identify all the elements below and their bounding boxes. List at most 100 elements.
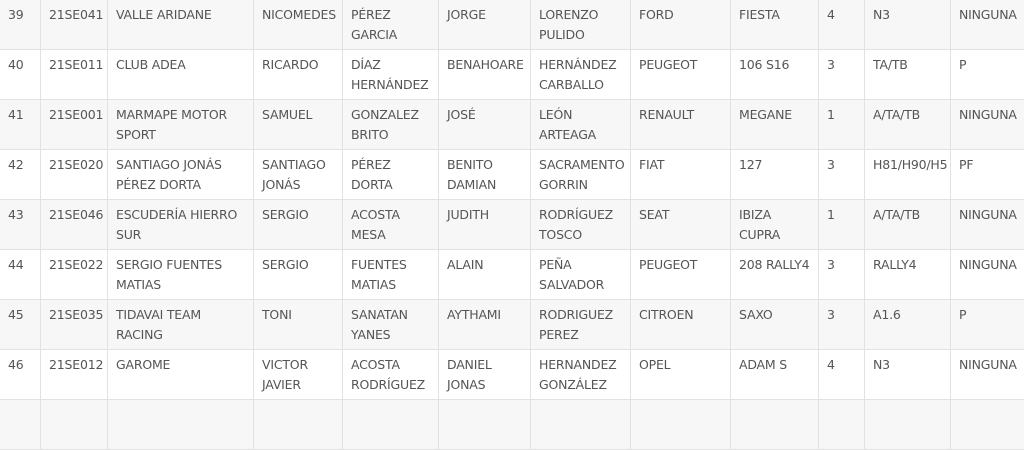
cell-group: 4: [819, 0, 865, 50]
cell-driver-first-name: SERGIO: [254, 200, 343, 250]
cell-codriver-last-name: HERNÁNDEZ CARBALLO: [531, 50, 631, 100]
cell-team-name: TIDAVAI TEAM RACING: [108, 300, 254, 350]
cell-entry-code: 21SE041: [41, 0, 108, 50]
cell-team-name: ESCUDERÍA HIERRO SUR: [108, 200, 254, 250]
cell-empty: [0, 400, 41, 450]
cell-group: 3: [819, 250, 865, 300]
cell-car-model: 106 S16: [731, 50, 819, 100]
cell-driver-first-name: RICARDO: [254, 50, 343, 100]
cell-group: 1: [819, 100, 865, 150]
cell-car-make: OPEL: [631, 350, 731, 400]
cell-car-make: FIAT: [631, 150, 731, 200]
cell-empty: [951, 400, 1024, 450]
cell-row-number: 41: [0, 100, 41, 150]
cell-empty: [631, 400, 731, 450]
cell-entry-code: 21SE001: [41, 100, 108, 150]
table-row-partial: [0, 400, 1024, 450]
cell-codriver-last-name: RODRÍGUEZ TOSCO: [531, 200, 631, 250]
cell-class: A/TA/TB: [865, 200, 951, 250]
cell-team-name: SANTIAGO JONÁS PÉREZ DORTA: [108, 150, 254, 200]
cell-car-make: RENAULT: [631, 100, 731, 150]
cell-car-model: FIESTA: [731, 0, 819, 50]
cell-driver-first-name: SANTIAGO JONÁS: [254, 150, 343, 200]
cell-class: TA/TB: [865, 50, 951, 100]
cell-category: PF: [951, 150, 1024, 200]
cell-codriver-last-name: PEÑA SALVADOR: [531, 250, 631, 300]
cell-group: 3: [819, 50, 865, 100]
cell-car-make: SEAT: [631, 200, 731, 250]
cell-driver-first-name: TONI: [254, 300, 343, 350]
cell-driver-last-name: PÉREZ DORTA: [343, 150, 439, 200]
cell-row-number: 42: [0, 150, 41, 200]
cell-codriver-first-name: BENAHOARE: [439, 50, 531, 100]
cell-car-model: IBIZA CUPRA: [731, 200, 819, 250]
cell-car-model: 127: [731, 150, 819, 200]
cell-category: NINGUNA: [951, 250, 1024, 300]
cell-class: N3: [865, 0, 951, 50]
cell-entry-code: 21SE020: [41, 150, 108, 200]
cell-codriver-first-name: ALAIN: [439, 250, 531, 300]
cell-codriver-first-name: DANIEL JONAS: [439, 350, 531, 400]
cell-empty: [343, 400, 439, 450]
cell-team-name: CLUB ADEA: [108, 50, 254, 100]
cell-empty: [41, 400, 108, 450]
cell-category: NINGUNA: [951, 0, 1024, 50]
cell-driver-first-name: VICTOR JAVIER: [254, 350, 343, 400]
cell-entry-code: 21SE012: [41, 350, 108, 400]
cell-codriver-first-name: JUDITH: [439, 200, 531, 250]
cell-class: RALLY4: [865, 250, 951, 300]
cell-team-name: GAROME: [108, 350, 254, 400]
cell-codriver-first-name: JOSÉ: [439, 100, 531, 150]
cell-team-name: SERGIO FUENTES MATIAS: [108, 250, 254, 300]
cell-team-name: VALLE ARIDANE: [108, 0, 254, 50]
cell-category: P: [951, 300, 1024, 350]
cell-category: NINGUNA: [951, 100, 1024, 150]
cell-empty: [731, 400, 819, 450]
cell-category: NINGUNA: [951, 350, 1024, 400]
cell-empty: [531, 400, 631, 450]
cell-category: NINGUNA: [951, 200, 1024, 250]
cell-driver-last-name: ACOSTA MESA: [343, 200, 439, 250]
cell-class: N3: [865, 350, 951, 400]
cell-driver-last-name: FUENTES MATIAS: [343, 250, 439, 300]
cell-row-number: 46: [0, 350, 41, 400]
cell-car-make: PEUGEOT: [631, 50, 731, 100]
cell-codriver-last-name: LORENZO PULIDO: [531, 0, 631, 50]
cell-driver-first-name: SERGIO: [254, 250, 343, 300]
cell-group: 3: [819, 300, 865, 350]
cell-codriver-first-name: BENITO DAMIAN: [439, 150, 531, 200]
cell-car-model: MEGANE: [731, 100, 819, 150]
cell-empty: [254, 400, 343, 450]
cell-driver-last-name: GONZALEZ BRITO: [343, 100, 439, 150]
cell-car-model: SAXO: [731, 300, 819, 350]
cell-category: P: [951, 50, 1024, 100]
cell-codriver-last-name: SACRAMENTO GORRIN: [531, 150, 631, 200]
cell-car-make: FORD: [631, 0, 731, 50]
cell-entry-code: 21SE022: [41, 250, 108, 300]
cell-driver-first-name: NICOMEDES: [254, 0, 343, 50]
cell-class: H81/H90/H5: [865, 150, 951, 200]
cell-empty: [439, 400, 531, 450]
cell-codriver-first-name: AYTHAMI: [439, 300, 531, 350]
cell-row-number: 44: [0, 250, 41, 300]
cell-entry-code: 21SE035: [41, 300, 108, 350]
cell-row-number: 45: [0, 300, 41, 350]
cell-codriver-last-name: LEÓN ARTEAGA: [531, 100, 631, 150]
cell-driver-last-name: SANATAN YANES: [343, 300, 439, 350]
cell-entry-code: 21SE011: [41, 50, 108, 100]
cell-car-make: CITROEN: [631, 300, 731, 350]
cell-driver-last-name: PÉREZ GARCIA: [343, 0, 439, 50]
cell-codriver-last-name: RODRIGUEZ PEREZ: [531, 300, 631, 350]
cell-row-number: 40: [0, 50, 41, 100]
cell-row-number: 43: [0, 200, 41, 250]
cell-team-name: MARMAPE MOTOR SPORT: [108, 100, 254, 150]
cell-group: 1: [819, 200, 865, 250]
cell-codriver-first-name: JORGE: [439, 0, 531, 50]
cell-car-make: PEUGEOT: [631, 250, 731, 300]
